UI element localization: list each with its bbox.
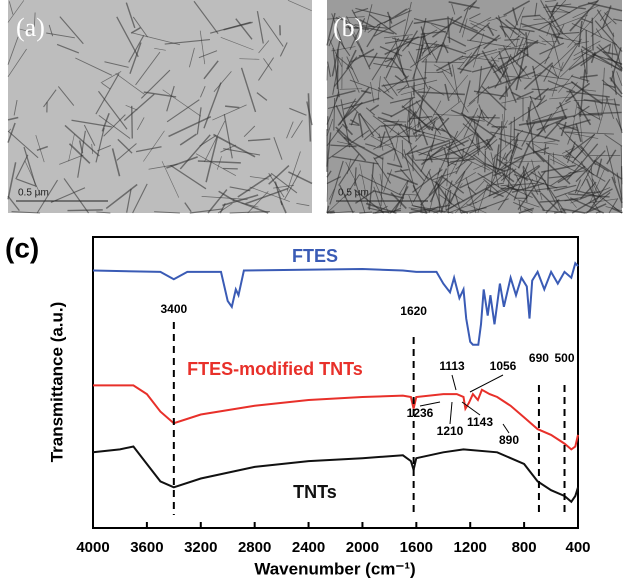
peak-arrow [452, 375, 456, 390]
peak-label: 1236 [407, 406, 434, 420]
peak-label: 1210 [437, 424, 464, 438]
peak-label: 3400 [160, 302, 187, 316]
peak-label: 1113 [439, 359, 465, 373]
x-tick-label: 1200 [454, 539, 487, 556]
panel-label: (b) [333, 13, 363, 42]
series-label: FTES-modified TNTs [187, 359, 363, 379]
series-label: TNTs [293, 482, 337, 502]
x-tick-label: 400 [565, 539, 590, 556]
fiber [132, 106, 133, 139]
tem-image-a [8, 0, 312, 213]
scale-bar-label: 0.5 μm [18, 188, 49, 199]
x-tick-label: 1600 [400, 539, 433, 556]
panel-label: (a) [16, 13, 45, 42]
peak-arrow [450, 402, 452, 424]
x-tick-label: 800 [512, 539, 537, 556]
x-tick-label: 2000 [346, 539, 379, 556]
y-axis-label: Transmittance (a.u.) [47, 302, 66, 463]
x-tick-label: 2800 [238, 539, 271, 556]
peak-label: 690 [529, 351, 549, 365]
peak-label: 1143 [467, 415, 493, 429]
fiber [485, 151, 486, 173]
panel-label: (c) [5, 232, 39, 263]
peak-label: 500 [555, 351, 575, 365]
fiber [586, 192, 600, 193]
peak-label: 1056 [490, 359, 517, 373]
peak-arrow [470, 375, 503, 392]
series-label: FTES [292, 246, 338, 266]
x-axis-label: Wavenumber (cm⁻¹) [254, 559, 415, 578]
peak-arrow [503, 424, 509, 433]
x-tick-label: 3600 [130, 539, 163, 556]
x-tick-label: 2400 [292, 539, 325, 556]
x-tick-label: 4000 [76, 539, 109, 556]
scale-bar-label: 0.5 μm [338, 188, 369, 199]
peak-label: 890 [499, 433, 519, 447]
fiber [383, 121, 406, 122]
peak-label: 1620 [400, 304, 427, 318]
fiber [492, 127, 507, 128]
x-tick-label: 3200 [184, 539, 217, 556]
fiber [67, 210, 102, 211]
